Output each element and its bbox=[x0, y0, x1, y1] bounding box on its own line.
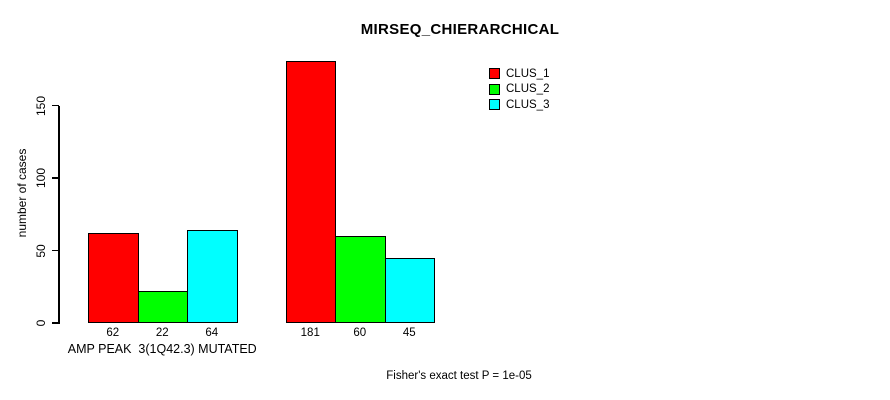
legend: CLUS_1 CLUS_2 CLUS_3 bbox=[489, 66, 549, 113]
y-tick-label: 100 bbox=[34, 167, 48, 189]
bar-clus_3-group2 bbox=[384, 258, 435, 323]
y-tick-mark bbox=[52, 104, 59, 107]
bar-value-label: 181 bbox=[300, 327, 320, 339]
bar-clus_1-group2 bbox=[285, 61, 336, 323]
legend-label: CLUS_3 bbox=[506, 98, 550, 111]
legend-swatch-icon bbox=[489, 99, 500, 111]
x-group-label: AMP PEAK 3(1Q42.3) MUTATED bbox=[67, 342, 257, 356]
legend-swatch-icon bbox=[489, 68, 500, 80]
bar-clus_1-group1 bbox=[88, 233, 139, 323]
legend-swatch-icon bbox=[489, 83, 500, 95]
y-axis-label: number of cases bbox=[15, 148, 29, 238]
legend-row-clus_2: CLUS_2 bbox=[489, 82, 549, 98]
bar-clus_2-group1 bbox=[137, 291, 188, 323]
chart-title: MIRSEQ_CHIERARCHICAL bbox=[360, 21, 560, 38]
y-tick-label: 150 bbox=[34, 95, 48, 116]
bar-value-label: 62 bbox=[106, 327, 120, 339]
y-tick-mark bbox=[52, 249, 59, 252]
y-tick-mark bbox=[52, 177, 59, 179]
bar-value-label: 60 bbox=[353, 327, 367, 339]
legend-label: CLUS_2 bbox=[506, 83, 550, 96]
bar-value-label: 64 bbox=[205, 327, 219, 339]
fisher-test-annotation: Fisher's exact test P = 1e-05 bbox=[386, 370, 532, 382]
bar-value-label: 45 bbox=[402, 327, 416, 339]
legend-row-clus_3: CLUS_3 bbox=[489, 97, 549, 113]
bar-clus_3-group1 bbox=[187, 230, 238, 323]
bar-clus_2-group2 bbox=[335, 236, 386, 323]
y-tick-label: 0 bbox=[34, 319, 48, 327]
y-axis-line bbox=[58, 105, 60, 324]
bar-value-label: 22 bbox=[155, 327, 169, 339]
legend-label: CLUS_1 bbox=[506, 67, 550, 80]
legend-row-clus_1: CLUS_1 bbox=[489, 66, 549, 82]
y-tick-mark bbox=[52, 322, 59, 324]
y-tick-label: 50 bbox=[34, 243, 48, 258]
